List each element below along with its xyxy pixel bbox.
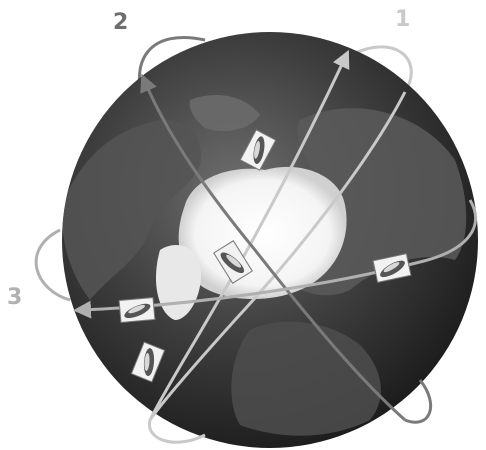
landmass-islands — [189, 95, 260, 132]
earth-globe — [62, 32, 478, 448]
orbit-1-front — [148, 91, 407, 444]
landmass-america — [62, 119, 201, 300]
orbit-label-3: 3 — [7, 285, 23, 310]
orbit-1-back — [344, 45, 413, 93]
polar-ice-cap — [178, 166, 347, 300]
orbit-2-tail — [404, 379, 433, 424]
orbit-label-2: 2 — [113, 10, 129, 35]
orbit-2-arrow — [140, 73, 406, 422]
landmass-europe — [231, 321, 381, 436]
orbit-3-back — [34, 228, 71, 302]
orbit-1-arrow — [148, 49, 350, 421]
orbit-3-arrow — [73, 199, 477, 319]
orbit-label-1: 1 — [395, 7, 411, 32]
satellite-icon-orbit-3-left — [118, 297, 156, 323]
